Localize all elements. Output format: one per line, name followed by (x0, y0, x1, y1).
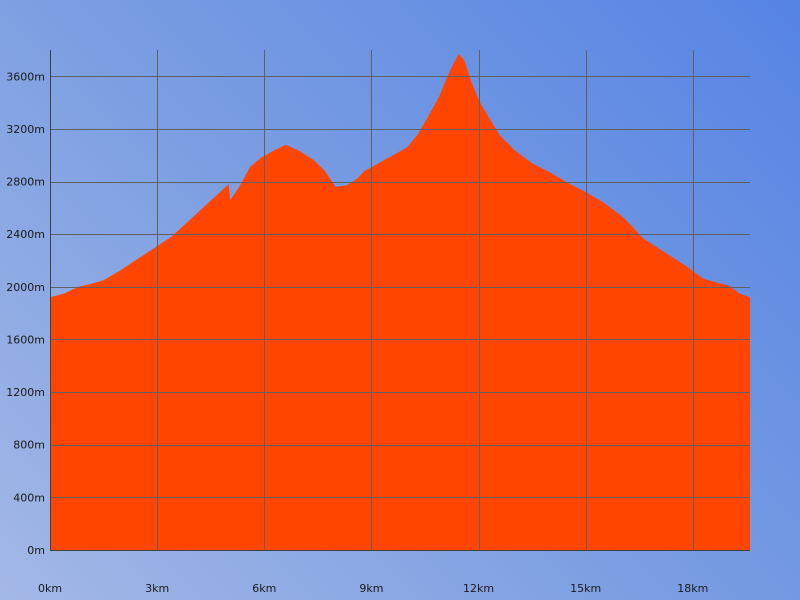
x-tick-label-6: 18km (677, 582, 708, 595)
x-tick-label-1: 3km (145, 582, 169, 595)
y-tick-label-8: 3200m (6, 123, 45, 136)
axis-layer (50, 50, 750, 551)
y-tick-label-7: 2800m (6, 176, 45, 189)
y-tick-label-5: 2000m (6, 281, 45, 294)
x-tick-label-2: 6km (252, 582, 276, 595)
x-tick-label-5: 15km (570, 582, 601, 595)
tick-label-layer: 0m 400m 800m 1200m 1600m 2000m 2400m 2800m 3200m… (6, 70, 708, 595)
y-tick-label-4: 1600m (6, 333, 45, 346)
y-tick-label-1: 400m (13, 491, 45, 504)
elevation-area-series-0 (50, 53, 750, 551)
x-tick-label-4: 12km (463, 582, 494, 595)
y-tick-label-9: 3600m (6, 70, 45, 83)
y-tick-label-6: 2400m (6, 228, 45, 241)
area-layer (50, 53, 750, 551)
x-tick-label-3: 9km (359, 582, 383, 595)
y-tick-label-0: 0m (27, 544, 45, 557)
y-tick-label-2: 800m (13, 439, 45, 452)
x-tick-label-0: 0km (38, 582, 62, 595)
y-tick-label-3: 1200m (6, 386, 45, 399)
